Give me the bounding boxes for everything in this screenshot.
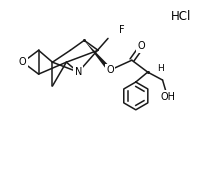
Text: H: H — [157, 64, 164, 73]
Text: HCl: HCl — [171, 10, 192, 23]
Text: F: F — [119, 25, 125, 35]
Text: O: O — [138, 41, 146, 51]
Text: O: O — [106, 65, 114, 75]
Text: N: N — [75, 67, 82, 77]
Polygon shape — [84, 40, 112, 72]
Text: O: O — [19, 57, 27, 67]
Text: OH: OH — [160, 92, 175, 102]
